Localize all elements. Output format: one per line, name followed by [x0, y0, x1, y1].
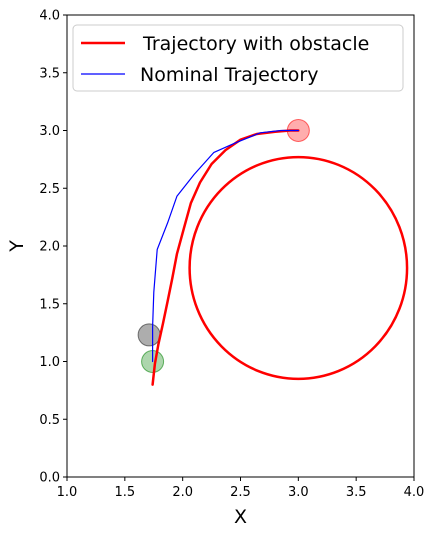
series-loop-trajectory-with-obstacle [188, 155, 409, 381]
x-tick-label: 1.0 [57, 485, 78, 500]
x-tick-label: 1.5 [114, 485, 135, 500]
legend-label-nominal-trajectory: Nominal Trajectory [140, 64, 318, 86]
x-tick-label: 3.5 [346, 485, 367, 500]
series-line-trajectory-with-obstacle [151, 129, 300, 386]
y-tick-label: 3.5 [39, 66, 60, 81]
y-tick-label: 2.5 [39, 182, 60, 197]
legend: Trajectory with obstacle Nominal Traject… [72, 24, 404, 92]
x-axis-label: X [234, 506, 247, 528]
y-tick-label: 0.5 [39, 413, 60, 428]
y-tick-label: 1.5 [39, 297, 60, 312]
y-axis-label: Y [6, 240, 28, 253]
y-tick-label: 0.0 [39, 471, 60, 486]
tick-layer: 1.0 1.5 2.0 2.5 3.0 3.5 4.0 0.0 0.5 1.0 1.5 2.0 2.5 3… [39, 9, 424, 501]
plot-layer [137, 119, 409, 386]
y-tick-label: 2.0 [39, 240, 60, 255]
legend-label-trajectory-with-obstacle: Trajectory with obstacle [137, 33, 369, 55]
y-tick-label: 1.0 [39, 355, 60, 370]
x-tick-label: 4.0 [404, 485, 425, 500]
y-tick-label: 4.0 [39, 9, 60, 24]
marker-obstacle [137, 323, 161, 347]
y-tick-label: 3.0 [39, 124, 60, 139]
x-tick-label: 2.5 [230, 485, 251, 500]
legend-box [72, 24, 404, 92]
series-line-nominal-trajectory [152, 129, 299, 363]
x-tick-label: 3.0 [288, 485, 309, 500]
x-tick-label: 2.0 [172, 485, 193, 500]
